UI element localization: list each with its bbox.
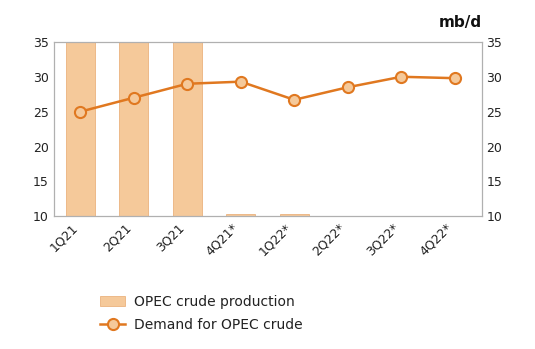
Bar xyxy=(119,40,148,216)
Bar xyxy=(173,30,202,216)
Legend: OPEC crude production, Demand for OPEC crude: OPEC crude production, Demand for OPEC c… xyxy=(95,290,308,337)
Bar xyxy=(226,214,256,216)
Bar xyxy=(65,42,95,216)
Text: mb/d: mb/d xyxy=(438,15,482,30)
Bar xyxy=(280,214,309,216)
